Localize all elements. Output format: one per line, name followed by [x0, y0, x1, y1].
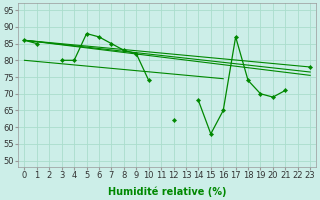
X-axis label: Humidité relative (%): Humidité relative (%): [108, 186, 227, 197]
